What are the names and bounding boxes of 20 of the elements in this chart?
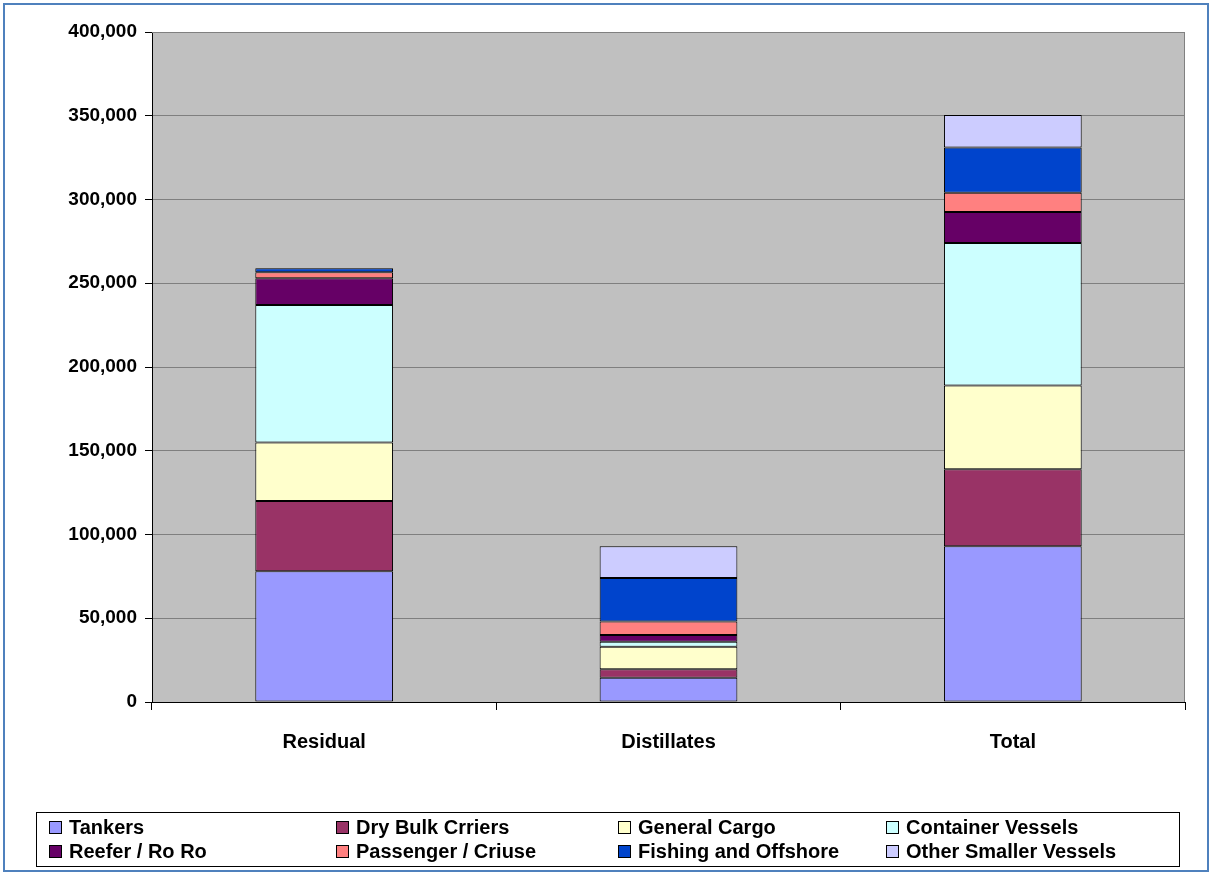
legend-label: Other Smaller Vessels: [906, 840, 1117, 864]
y-tick-label: 0: [126, 690, 137, 712]
x-tick-label: Total: [989, 729, 1036, 752]
legend-label: Tankers: [69, 815, 145, 839]
x-tick-label: Distillates: [621, 729, 716, 752]
y-tick-label: 200,000: [68, 355, 137, 377]
y-tick-label: 350,000: [68, 103, 137, 125]
y-tick-label: 100,000: [68, 522, 137, 544]
legend-label: Fishing and Offshore: [638, 840, 840, 864]
legend-label: Dry Bulk Crriers: [356, 815, 510, 839]
y-tick-label: 300,000: [68, 187, 137, 209]
y-tick-label: 50,000: [78, 606, 137, 628]
legend-label: General Cargo: [638, 815, 776, 839]
legend-label: Reefer / Ro Ro: [69, 840, 207, 864]
legend-label: Container Vessels: [906, 815, 1079, 839]
x-tick-label: Residual: [282, 729, 366, 752]
y-tick-label: 250,000: [68, 271, 137, 293]
y-tick-label: 400,000: [68, 20, 137, 42]
legend-label: Passenger / Criuse: [356, 840, 537, 864]
y-tick-label: 150,000: [68, 438, 137, 460]
